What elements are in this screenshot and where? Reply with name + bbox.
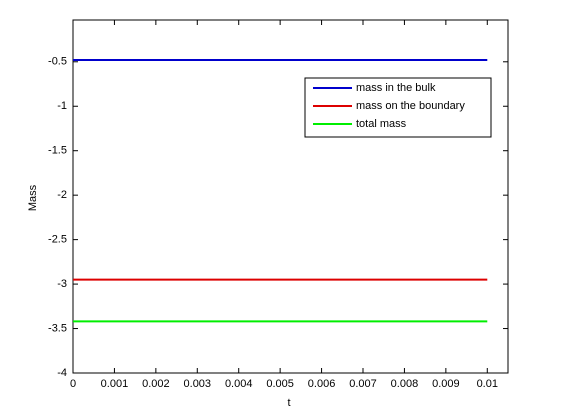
- x-tick-label: 0.009: [432, 378, 460, 390]
- legend-label: mass in the bulk: [356, 82, 436, 94]
- x-tick-label: 0.007: [349, 378, 377, 390]
- y-tick-label: -1.5: [48, 145, 67, 157]
- x-axis-label: t: [287, 397, 290, 409]
- y-tick-label: -4: [57, 367, 67, 379]
- y-tick-label: -0.5: [48, 56, 67, 68]
- plot-area: [72, 19, 509, 374]
- y-axis-label: Mass: [27, 184, 39, 211]
- x-tick-label: 0.004: [225, 378, 253, 390]
- x-tick-label: 0.005: [266, 378, 294, 390]
- y-tick-label: -1: [57, 100, 67, 112]
- y-tick-label: -2: [57, 189, 67, 201]
- x-tick-label: 0.003: [184, 378, 212, 390]
- legend-label: mass on the boundary: [356, 100, 465, 112]
- y-tick-label: -3: [57, 278, 67, 290]
- x-tick-label: 0.008: [391, 378, 419, 390]
- x-tick-label: 0.001: [101, 378, 129, 390]
- x-tick-label: 0.01: [477, 378, 498, 390]
- legend-label: total mass: [356, 118, 407, 130]
- y-tick-label: -3.5: [48, 322, 67, 334]
- x-tick-label: 0.006: [308, 378, 336, 390]
- y-tick-label: -2.5: [48, 234, 67, 246]
- x-tick-label: 0.002: [142, 378, 170, 390]
- x-tick-label: 0: [70, 378, 76, 390]
